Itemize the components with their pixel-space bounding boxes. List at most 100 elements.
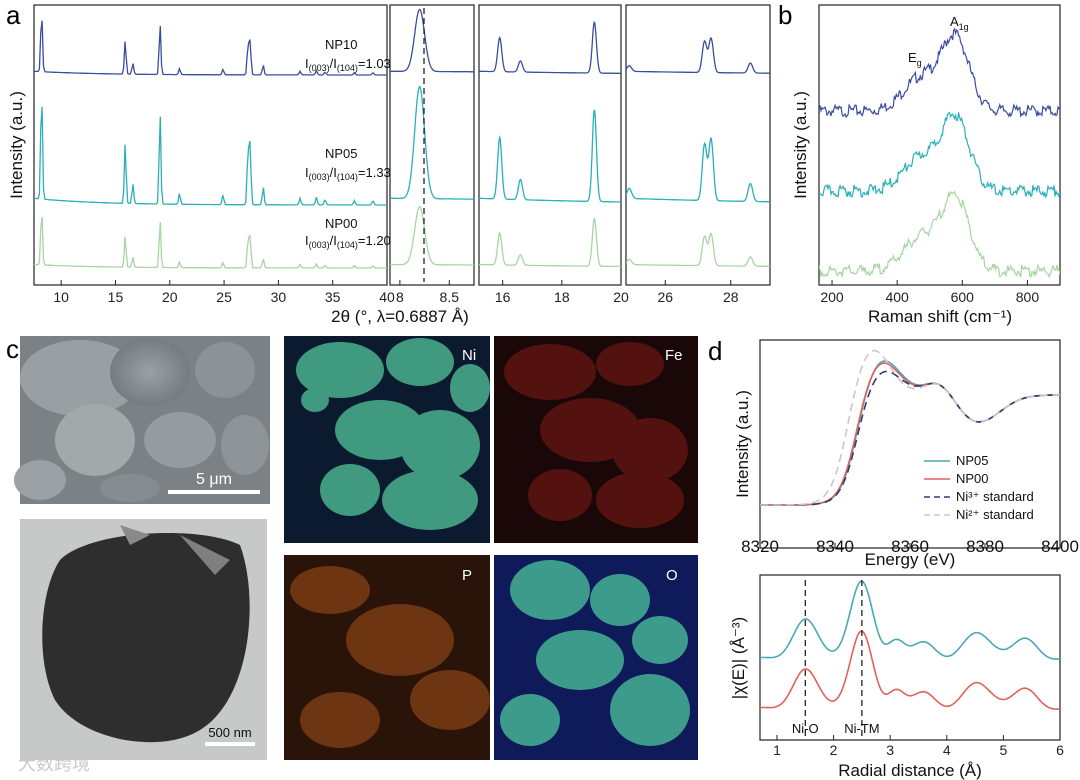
panel-d-label: d [708, 336, 722, 366]
xanes-series-2 [760, 370, 1060, 506]
xrd-zoom2-tick-16: 16 [495, 289, 511, 305]
exafs-tick-5: 5 [999, 742, 1007, 758]
xrd-ylabel: Intensity (a.u.) [7, 91, 26, 199]
xrd-series-np10-panel2 [479, 20, 621, 74]
sem-scale-label: 5 μm [196, 471, 232, 488]
xrd-tick-35: 35 [325, 289, 341, 305]
eds-label-ni: Ni [462, 347, 476, 364]
eds-map-fe: Fe [494, 336, 698, 543]
raman-peak-a1g: A1g [950, 14, 969, 32]
xrd-series-np05-panel0 [34, 106, 387, 206]
xrd-tick-10: 10 [53, 289, 69, 305]
raman-series-1 [819, 111, 1060, 200]
xanes-legend: NP05 NP00 Ni³⁺ standard Ni²⁺ standard [924, 453, 1034, 522]
exafs-tick-6: 6 [1056, 742, 1064, 758]
xanes-tick-8400: 8400 [1041, 537, 1079, 556]
exafs-curves: Ni-O Ni-TM [760, 580, 1060, 736]
exafs-tick-4: 4 [943, 742, 951, 758]
xrd-series-np05-panel2 [479, 109, 621, 203]
raman-tick-800: 800 [1016, 289, 1040, 305]
xrd-series-np00-panel2 [479, 217, 621, 268]
exafs-marker-label-1: Ni-TM [844, 721, 879, 736]
xrd-series-np05-panel1 [390, 85, 474, 200]
xrd-tick-20: 20 [162, 289, 178, 305]
exafs-marker-label-0: Ni-O [792, 721, 819, 736]
exafs-tick-3: 3 [886, 742, 894, 758]
exafs-tick-1: 1 [773, 742, 781, 758]
xrd-main-frame [33, 4, 388, 286]
raman-tick-200: 200 [820, 289, 844, 305]
xrd-tick-labels: 10 15 20 25 30 35 40 8 8.5 16 18 20 26 28 [53, 280, 739, 305]
xrd-curves [34, 8, 770, 269]
xanes-curves [760, 349, 1060, 506]
legend-label-0: NP05 [956, 453, 989, 468]
raman-tick-600: 600 [951, 289, 975, 305]
eds-map-ni: Ni [284, 336, 490, 543]
eds-label-o: O [666, 567, 678, 584]
tem-scale-bar [205, 742, 255, 746]
raman-tick-labels: 200 400 600 800 [820, 280, 1039, 305]
xrd-annotation-np10: NP10 I(003)/I(104)=1.03 [305, 37, 391, 73]
panel-a-label: a [6, 0, 21, 30]
raman-curves [819, 27, 1060, 279]
panel-b-label: b [778, 0, 792, 30]
xrd-series-np10-panel0 [34, 20, 387, 76]
xrd-series-np00-panel1 [390, 205, 474, 266]
tem-image: 500 nm [20, 519, 267, 760]
xrd-zoom1-tick-8.5: 8.5 [440, 289, 460, 305]
watermark: 大数跨境 [18, 754, 90, 775]
exafs-series-0 [760, 580, 1060, 660]
intensity-ratio-np10: I(003)/I(104)=1.03 [305, 56, 391, 73]
xanes-xlabel: Energy (eV) [865, 550, 956, 569]
xrd-zoom2-tick-20: 20 [613, 289, 629, 305]
raman-xlabel: Raman shift (cm⁻¹) [868, 307, 1012, 326]
xrd-tick-25: 25 [216, 289, 232, 305]
xrd-series-np10-panel3 [626, 37, 770, 74]
raman-ylabel: Intensity (a.u.) [791, 91, 810, 199]
xanes-tick-8320: 8320 [741, 537, 779, 556]
sample-label-np05: NP05 [325, 146, 358, 161]
sem-image: 5 μm [14, 336, 270, 504]
xrd-xlabel: 2θ (°, λ=0.6887 Å) [331, 307, 469, 326]
xrd-annotation-np00: NP00 I(003)/I(104)=1.20 [305, 216, 391, 250]
xanes-tick-8340: 8340 [816, 537, 854, 556]
xrd-series-np00-panel3 [626, 232, 770, 267]
xrd-zoom1-tick-8: 8 [396, 289, 404, 305]
exafs-xlabel: Radial distance (Å) [838, 761, 982, 780]
sample-label-np10: NP10 [325, 37, 358, 52]
xanes-tick-8380: 8380 [966, 537, 1004, 556]
legend-label-3: Ni²⁺ standard [956, 507, 1034, 522]
xanes-ylabel: Intensity (a.u.) [733, 390, 752, 498]
xrd-zoom2-tick-18: 18 [554, 289, 570, 305]
xrd-zoom1-frame [389, 4, 475, 286]
exafs-ylabel: |χ(E)| (Å⁻³) [729, 617, 748, 699]
xanes-tick-8360: 8360 [891, 537, 929, 556]
xrd-zoom3-tick-26: 26 [657, 289, 673, 305]
raman-series-0 [819, 27, 1060, 119]
tem-scale-label: 500 nm [208, 725, 251, 740]
intensity-ratio-np00: I(003)/I(104)=1.20 [305, 233, 391, 250]
intensity-ratio-np05: I(003)/I(104)=1.33 [305, 165, 391, 182]
xrd-tick-30: 30 [271, 289, 287, 305]
xrd-zoom3-frame [625, 4, 771, 286]
xanes-series-3 [760, 349, 1060, 506]
legend-label-1: NP00 [956, 471, 989, 486]
eds-map-o: O [494, 555, 698, 760]
xanes-tick-labels: 8320 8340 8360 8380 8400 [741, 537, 1079, 556]
xrd-tick-15: 15 [108, 289, 124, 305]
exafs-series-1 [760, 630, 1060, 710]
xrd-annotation-np05: NP05 I(003)/I(104)=1.33 [305, 146, 391, 182]
exafs-tick-2: 2 [830, 742, 838, 758]
eds-label-p: P [462, 567, 472, 584]
xanes-series-1 [760, 362, 1060, 506]
xrd-tick-40: 40 [379, 289, 395, 305]
xrd-series-np00-panel0 [34, 217, 387, 269]
xrd-series-np05-panel3 [626, 137, 770, 203]
exafs-tick-labels: 1 2 3 4 5 6 [773, 735, 1064, 758]
xrd-zoom2-frame [478, 4, 622, 286]
raman-series-2 [819, 190, 1060, 279]
eds-map-p: P [284, 555, 490, 760]
eds-label-fe: Fe [665, 347, 683, 364]
sample-label-np00: NP00 [325, 216, 358, 231]
xrd-zoom3-tick-28: 28 [723, 289, 739, 305]
